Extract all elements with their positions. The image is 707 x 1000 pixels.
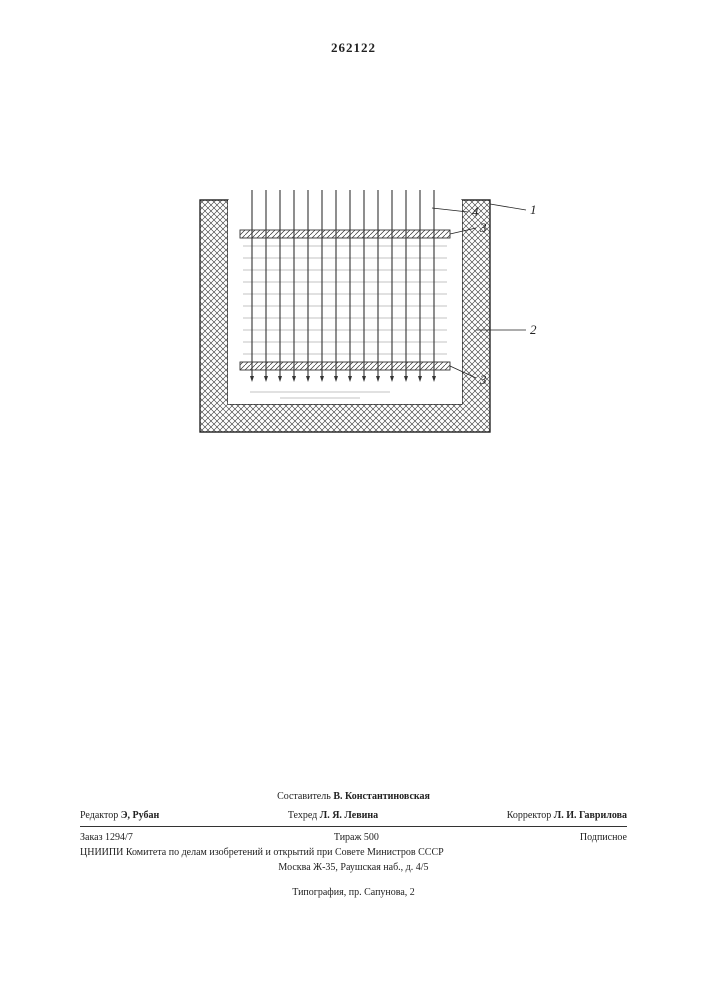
editor-name: Э, Рубан [121,810,160,821]
page-number: 262122 [0,40,707,56]
compiler-name: В. Константиновская [333,791,430,802]
label-3a: 3 [479,220,487,235]
editor-label: Редактор [80,810,118,821]
support-bar-bottom [240,362,450,370]
label-1: 1 [530,202,537,217]
subscription: Подписное [580,830,627,845]
address-row: Москва Ж-35, Раушская наб., д. 4/5 [80,860,627,875]
order-number: Заказ 1294/7 [80,830,133,845]
technical-figure: 1 2 3 3 4 [190,190,550,495]
compiler-label: Составитель [277,791,331,802]
tech-editor-label: Техред [288,810,317,821]
editors-row: Редактор Э, Рубан Техред Л. Я. Левина Ко… [80,808,627,827]
printrun-value: 500 [364,832,379,843]
corrector-name: Л. И. Гаврилова [554,810,627,821]
credits-block: Составитель В. Константиновская Редактор… [80,789,627,900]
org-row: ЦНИИПИ Комитета по делам изобретений и о… [80,845,627,860]
corrector-label: Корректор [507,810,552,821]
printrun-label: Тираж [334,832,362,843]
support-bar-top [240,230,450,238]
label-2: 2 [530,322,537,337]
tech-editor-name: Л. Я. Левина [320,810,378,821]
label-3b: 3 [479,372,487,387]
typography-row: Типография, пр. Сапунова, 2 [80,885,627,900]
compiler-row: Составитель В. Константиновская [80,789,627,804]
print-info-row: Заказ 1294/7 Тираж 500 Подписное [80,830,627,845]
label-4: 4 [472,204,479,219]
